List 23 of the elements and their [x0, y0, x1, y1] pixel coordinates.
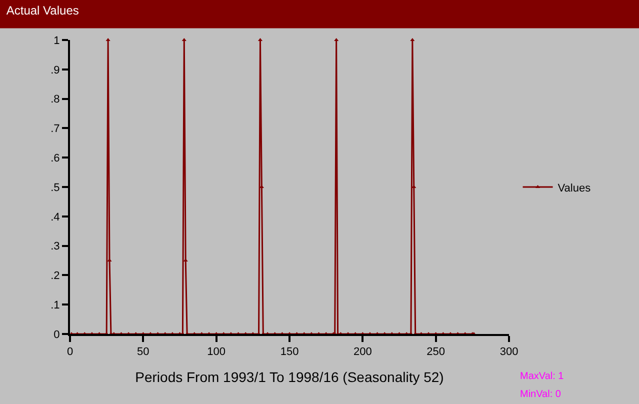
x-tick-label: 150: [280, 346, 299, 358]
x-tick-label: 250: [426, 346, 446, 358]
x-tick-label: 100: [207, 346, 226, 358]
x-tick-label: 300: [500, 346, 518, 358]
x-axis-title: Periods From 1993/1 To 1998/16 (Seasonality 52): [135, 369, 444, 385]
y-tick-label: .1: [50, 299, 60, 312]
y-tick-label: .6: [50, 152, 60, 164]
text: MaxVal: 1: [520, 371, 564, 382]
legend-label: Values: [558, 182, 592, 194]
y-tick-label: .7: [50, 123, 60, 136]
x-tick-label: 0: [66, 346, 74, 358]
x-tick-label: 50: [137, 346, 150, 358]
text: MinVal: 0: [520, 389, 562, 400]
y-tick-label: .3: [50, 240, 60, 253]
y-tick-label: 1: [54, 34, 60, 47]
y-tick-label: .4: [50, 211, 60, 224]
y-tick-label: .2: [50, 270, 60, 282]
chart-title: Actual Values: [6, 3, 79, 18]
y-tick-label: .8: [50, 94, 60, 106]
y-tick-label: 0: [54, 328, 60, 341]
y-tick-label: .9: [50, 64, 60, 76]
x-tick-label: 200: [353, 346, 372, 358]
y-tick-label: .5: [50, 182, 60, 194]
